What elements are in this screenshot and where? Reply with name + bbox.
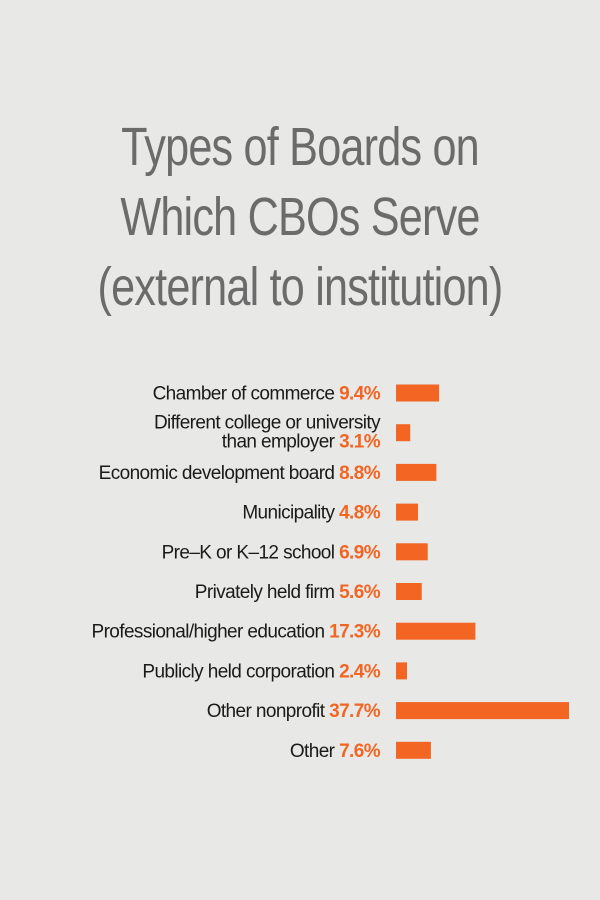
value-label-4: 6.9% (339, 542, 381, 563)
category-label-line: Privately held firm (195, 582, 339, 603)
value-label-6: 17.3% (329, 622, 381, 643)
bar-8 (396, 702, 569, 720)
value-label-1: 3.1% (339, 432, 381, 453)
value-label-5: 5.6% (339, 582, 381, 603)
category-label-line: Pre–K or K–12 school (162, 542, 340, 563)
value-label-7: 2.4% (339, 661, 381, 682)
category-label-6: Professional/higher education 17.3% (92, 622, 381, 643)
category-label-line: Chamber of commerce (153, 384, 340, 405)
chart-title-line-2: Which CBOs Serve (120, 187, 480, 247)
category-label-5: Privately held firm 5.6% (195, 582, 381, 603)
bar-6 (396, 622, 476, 640)
value-label-8: 37.7% (329, 701, 381, 722)
value-label-9: 7.6% (339, 741, 381, 762)
category-label-line: than employer (222, 432, 339, 453)
chart-title: Types of Boards on Which CBOs Serve (ext… (60, 112, 540, 322)
bar-2 (396, 463, 437, 481)
chart-title-line-3: (external to institution) (97, 257, 504, 317)
category-label-line: Publicly held corporation (142, 661, 339, 682)
bar-5 (396, 583, 422, 600)
category-label-line: Professional/higher education (92, 622, 330, 643)
bar-0 (396, 384, 440, 402)
category-label-2: Economic development board 8.8% (99, 463, 381, 484)
bar-7 (396, 662, 407, 680)
category-label-0: Chamber of commerce 9.4% (153, 384, 381, 405)
value-label-0: 9.4% (339, 384, 381, 405)
bar-9 (396, 741, 431, 759)
category-label-9: Other 7.6% (290, 741, 381, 762)
value-label-2: 8.8% (339, 463, 381, 484)
category-label-line: Other nonprofit (207, 701, 329, 722)
bar-3 (396, 503, 418, 521)
category-label-line: Municipality (242, 503, 339, 524)
chart-title-line-1: Types of Boards on (121, 117, 480, 177)
value-label-3: 4.8% (339, 503, 381, 524)
category-label-line: Other (290, 741, 339, 762)
category-label-1: Different college or university than empl… (154, 413, 381, 453)
category-label-4: Pre–K or K–12 school 6.9% (162, 542, 381, 563)
category-label-line: Economic development board (99, 463, 339, 484)
category-label-3: Municipality 4.8% (242, 503, 380, 524)
bar-4 (396, 543, 428, 561)
bar-1 (396, 424, 411, 442)
category-label-7: Publicly held corporation 2.4% (142, 661, 380, 682)
category-label-8: Other nonprofit 37.7% (207, 701, 381, 722)
category-label-line: Different college or university (154, 413, 381, 434)
